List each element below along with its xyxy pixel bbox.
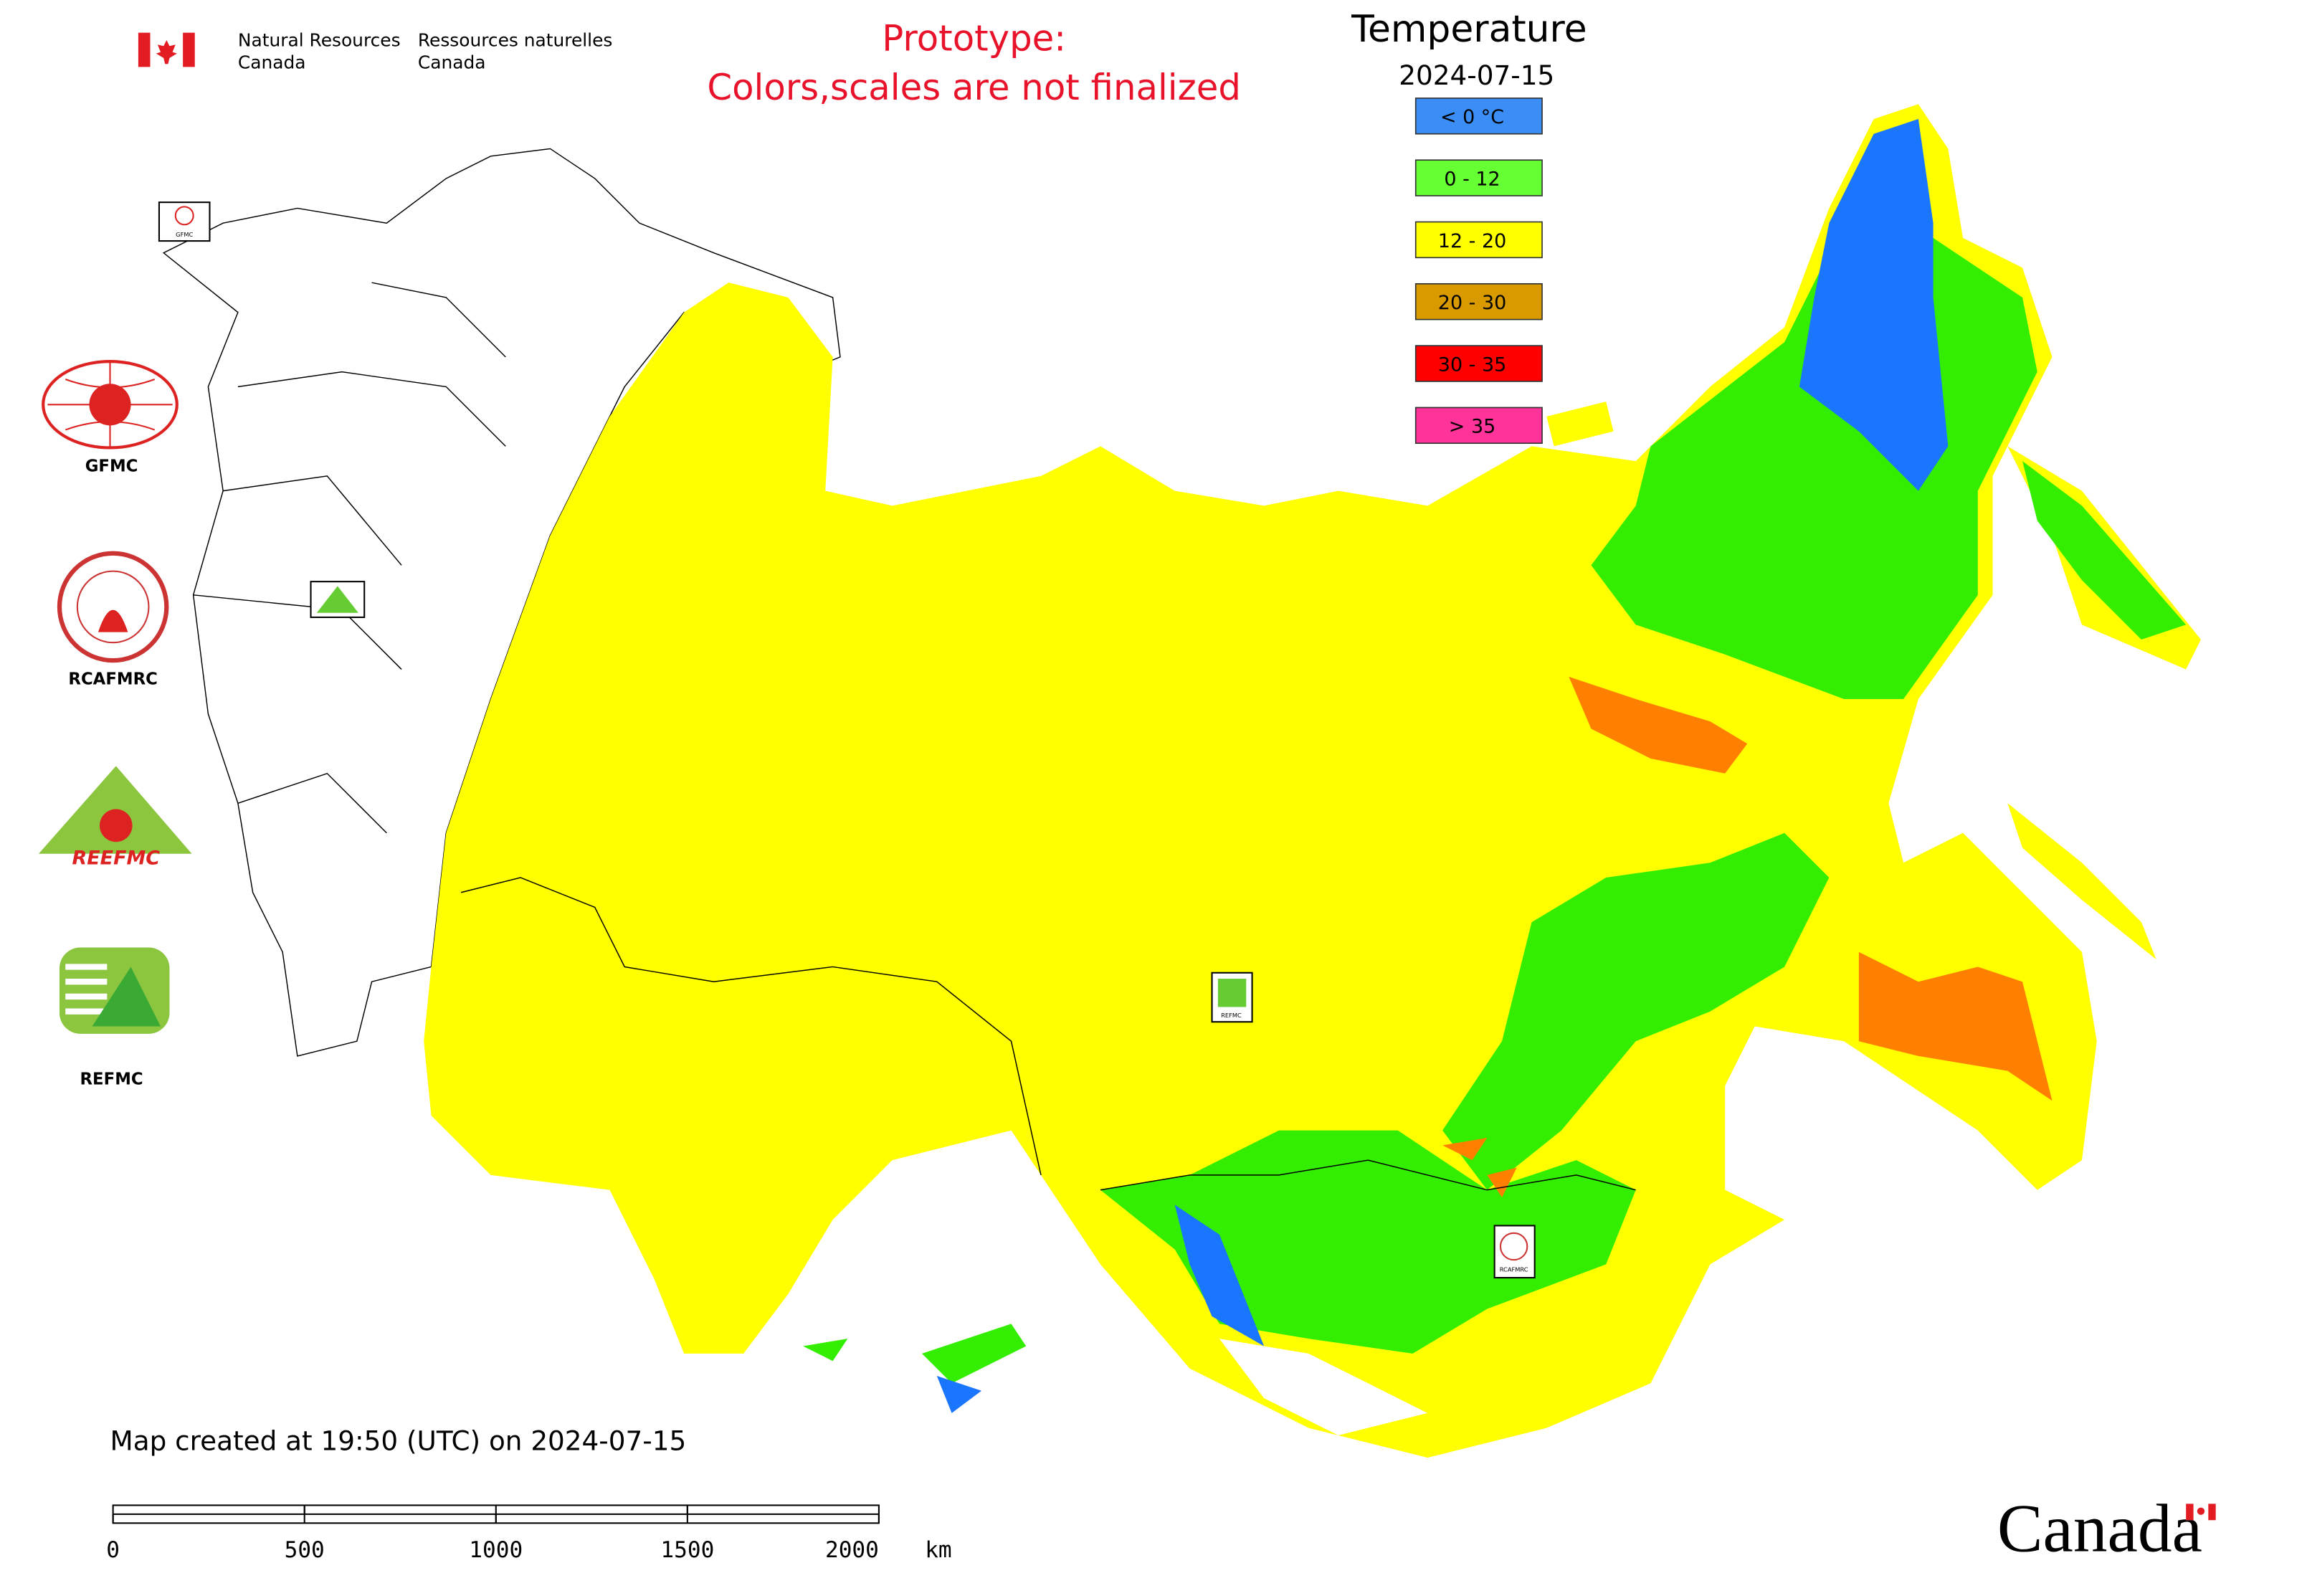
legend-label: 20 - 30 [1438,292,1506,314]
marker-icon [316,586,358,613]
legend-swatch [1414,345,1543,382]
footer: Map created at 19:50 (UTC) on 2024-07-15 [110,1425,686,1457]
legend-label: 0 - 12 [1444,168,1500,190]
agency-en: Natural Resources [238,29,401,50]
legend-swatch [1414,98,1543,135]
marker [158,201,211,242]
marker-icon [1499,1232,1528,1261]
legend-label: < 0 °C [1440,106,1504,128]
logo-label: REFMC [80,1070,143,1088]
legend-date: 2024-07-15 [1399,60,1554,91]
legend-label: 12 - 20 [1438,230,1506,252]
scale-label: 2000 [825,1537,879,1563]
legend-label: > 35 [1449,416,1495,438]
scale-label: 1500 [660,1537,714,1563]
marker-label: GFMC [176,231,193,238]
scale-label: 0 [106,1537,120,1563]
wordmark: Canada [1997,1491,2202,1567]
legend-swatch [1414,221,1543,259]
logo-label: RCAFMRC [68,670,157,688]
logo-label: REEFMC [72,847,161,869]
agency-fr: Ressources naturelles [418,29,612,50]
flag-band [183,32,195,67]
notice: Colors,scales are not finalized [707,67,1241,108]
scale-label: 1000 [469,1537,523,1563]
agency-en: Canada [238,52,306,72]
notice: Prototype: [882,18,1066,60]
wordmark-flag-band [2208,1504,2216,1521]
legend-swatch [1414,407,1543,445]
marker-label: RCAFMRC [1500,1266,1528,1273]
flag-leaf [156,40,177,65]
marker-label: REFMC [1221,1012,1242,1019]
legend-title: Temperature [1351,8,1587,51]
wordmark-flag-leaf [2197,1507,2205,1515]
legend-swatch [1414,282,1543,320]
logos: GFMC RCAFMRC REEFMC REFMC [38,360,192,1088]
legend-label: 30 - 35 [1438,353,1506,376]
map-markers: GFMC REFMC RCAFMRC [158,201,1536,1279]
scale-label: 500 [285,1537,325,1563]
agency-fr: Canada [418,52,486,72]
header: Natural Resources Canada Ressources natu… [138,18,1241,108]
marker-icon [174,206,194,226]
scale-unit: km [925,1537,951,1563]
scale-bar: 0 500 1000 1500 2000 km [106,1504,952,1563]
marker-icon [1217,979,1247,1007]
flag-band [138,32,151,67]
legend-swatch [1414,159,1543,196]
legend: Temperature 2024-07-15 < 0 °C 0 - 12 12 - … [1351,8,1587,445]
temperature-field [424,104,2201,1458]
logo-label: GFMC [85,457,138,476]
wordmark-flag-band [2186,1504,2194,1521]
